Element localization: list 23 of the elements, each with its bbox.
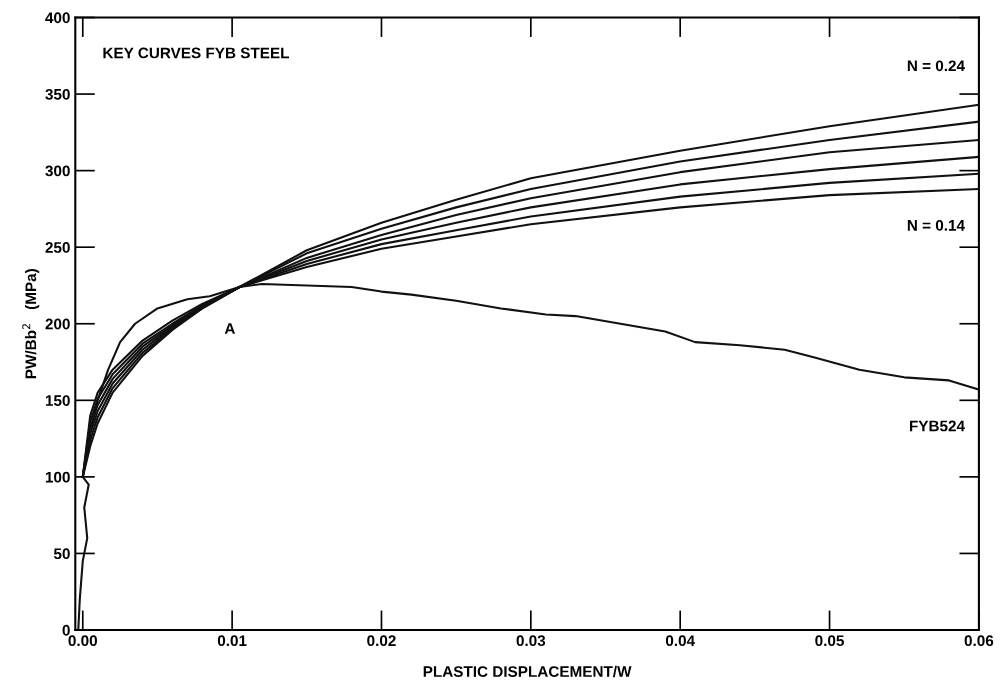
text: N = 0.24 <box>907 60 965 72</box>
y-tick-label: 150 <box>45 395 70 406</box>
y-tick-label: 400 <box>45 12 70 24</box>
x-tick-label: 0.00 <box>68 635 98 647</box>
x-tick-label: 0.03 <box>516 635 546 647</box>
text: PW/Bb$^{2}$ (MPa) <box>22 269 40 379</box>
y-tick-label: 100 <box>45 471 70 483</box>
y-tick-label: 300 <box>45 165 70 177</box>
series-label: N = 0.14 <box>907 219 965 231</box>
y-tick-label: 250 <box>45 242 70 253</box>
y-tick-label: 50 <box>53 548 70 560</box>
x-tick-label: 0.02 <box>367 635 396 647</box>
annotation: KEY CURVES FYB STEEL <box>103 47 290 59</box>
x-tick-label: 0.01 <box>217 635 247 647</box>
y-tick-label: 200 <box>45 318 70 330</box>
y-tick-label: 350 <box>45 88 70 100</box>
x-tick-label: 0.06 <box>964 635 994 647</box>
x-tick-label: 0.05 <box>815 635 844 647</box>
text: FYB524 <box>909 420 965 432</box>
y-tick-label: 0 <box>62 624 70 636</box>
x-tick-label: 0.04 <box>665 635 695 647</box>
x-axis-title: PLASTIC DISPLACEMENT/W <box>423 665 632 678</box>
annotation: A <box>224 323 236 334</box>
